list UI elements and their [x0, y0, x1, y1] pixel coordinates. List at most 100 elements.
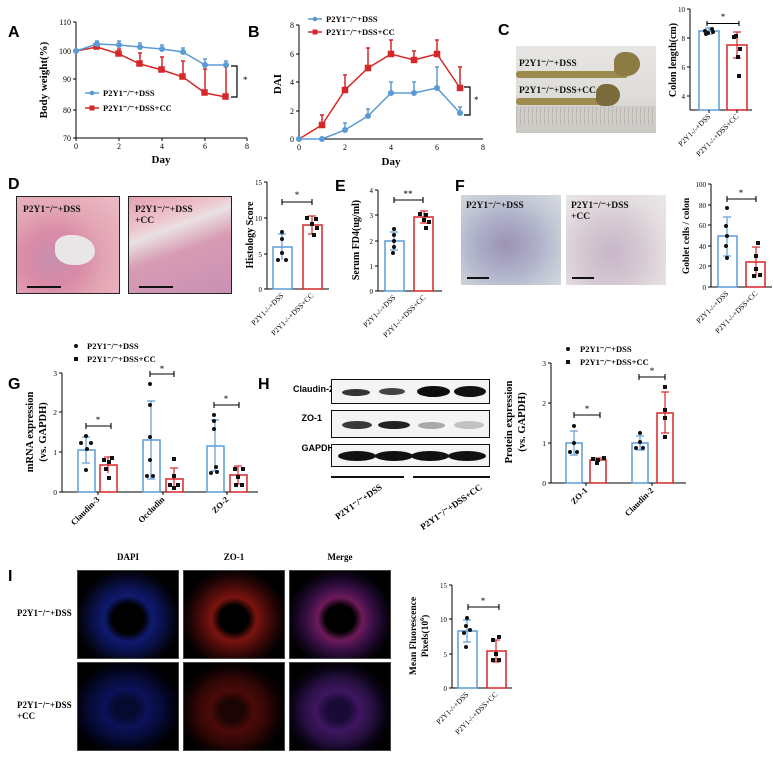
- fluor-col-head: DAPI: [117, 552, 139, 562]
- panel-letter-g: G: [8, 376, 21, 393]
- svg-text:4: 4: [160, 142, 164, 151]
- svg-text:1: 1: [542, 439, 546, 448]
- svg-text:P2Y1⁻/⁻+DSS+CC: P2Y1⁻/⁻+DSS+CC: [580, 357, 649, 367]
- chart-i-mean-fluorescence: 15 10 5 0 Mean Fluorescence Pixels(106) *…: [409, 582, 512, 736]
- goblet-photo-dss-cc: P2Y1⁻/⁻+DSS +CC: [566, 195, 666, 285]
- svg-text:P2Y1⁻/⁻+DSS: P2Y1⁻/⁻+DSS: [87, 341, 139, 351]
- svg-text:4: 4: [389, 143, 393, 152]
- svg-text:10: 10: [678, 6, 686, 14]
- significance-star: *: [481, 596, 486, 606]
- svg-text:2: 2: [117, 142, 121, 151]
- svg-text:0: 0: [290, 135, 294, 144]
- photo-label: P2Y1⁻/⁻+DSS: [23, 205, 81, 215]
- svg-text:20: 20: [699, 263, 707, 271]
- svg-text:8: 8: [245, 142, 249, 151]
- chart-g-legend: P2Y1⁻/⁻+DSS P2Y1⁻/⁻+DSS+CC: [74, 341, 156, 364]
- chart-b-legend: P2Y1⁻/⁻+DSS P2Y1⁻/⁻+DSS+CC: [308, 14, 395, 37]
- svg-text:1: 1: [370, 263, 374, 271]
- wb-strip-claudin-2: [331, 379, 490, 404]
- svg-text:6: 6: [203, 142, 207, 151]
- histology-photo-dss: P2Y1⁻/⁻+DSS: [16, 196, 120, 294]
- goblet-photo-dss: P2Y1⁻/⁻+DSS: [461, 195, 561, 285]
- significance-star: *: [585, 404, 590, 414]
- svg-text:4: 4: [290, 78, 294, 87]
- photo-label: P2Y1⁻/⁻+DSS: [519, 59, 577, 69]
- chart-a-axes: 110 100 90 80 70 0 2 4 6 8 Day Body weig…: [38, 18, 249, 166]
- svg-text:0: 0: [74, 142, 78, 151]
- fluor-row-label: P2Y1⁻/⁻+DSS +CC: [17, 700, 72, 722]
- photo-label: P2Y1⁻/⁻+DSS+CC: [135, 205, 193, 226]
- svg-text:P2Y1⁻/⁻+DSS: P2Y1⁻/⁻+DSS: [580, 344, 632, 354]
- fluor-row-label: P2Y1⁻/⁻+DSS: [17, 608, 72, 618]
- svg-text:2: 2: [542, 399, 546, 408]
- photo-label: P2Y1⁻/⁻+DSS+CC: [519, 86, 596, 96]
- y-axis-label: mRNA expression (vs. GAPDH): [25, 392, 49, 473]
- significance-star: *: [295, 190, 300, 200]
- significance-star: *: [721, 12, 726, 22]
- wb-row-label: GAPDH: [301, 443, 334, 453]
- wb-group-label: P2Y1⁻/⁻+DSS: [333, 482, 383, 522]
- chart-g-mrna-expression: P2Y1⁻/⁻+DSS P2Y1⁻/⁻+DSS+CC 3 2 1 0 mRNA …: [25, 341, 258, 527]
- significance-bracket: [726, 196, 757, 202]
- svg-text:3: 3: [542, 359, 546, 368]
- scale-bar: [572, 277, 594, 279]
- significance-bracket: [467, 604, 500, 610]
- svg-text:15: 15: [255, 179, 263, 187]
- legend-dss: P2Y1⁻/⁻+DSS: [103, 88, 155, 98]
- svg-text:100: 100: [696, 181, 707, 189]
- significance-bracket: [149, 371, 175, 377]
- svg-text:3: 3: [370, 212, 374, 220]
- scale-bar: [27, 286, 61, 288]
- series-dss: [72, 40, 230, 69]
- svg-text:80: 80: [699, 202, 707, 210]
- legend-dss: P2Y1⁻/⁻+DSS: [326, 14, 378, 24]
- panel-letter-f: F: [455, 178, 465, 195]
- significance-bracket: [706, 21, 740, 26]
- y-axis-label: Mean Fluorescence Pixels(106): [409, 597, 431, 675]
- svg-text:10: 10: [440, 616, 448, 624]
- y-axis-label: Goblet cells / colon: [682, 197, 692, 274]
- ruler: [516, 106, 656, 126]
- legend-dss-cc: P2Y1⁻/⁻+DSS+CC: [326, 27, 395, 37]
- significance-star: **: [404, 189, 414, 199]
- significance-star: *: [160, 364, 165, 374]
- photo-label: P2Y1⁻/⁻+DSS: [466, 201, 524, 211]
- fluor-image-zo1-dss-cc: [183, 662, 285, 751]
- svg-text:0: 0: [444, 685, 448, 693]
- svg-text:5: 5: [259, 251, 263, 259]
- significance-bracket: [393, 197, 424, 203]
- x-tick-label: Occludin: [136, 494, 167, 525]
- svg-text:0: 0: [542, 479, 546, 488]
- chart-e-serum-fd4: 4 3 2 1 0 Serum FD4(ug/ml) ** P2Y1-/-+DS…: [351, 187, 442, 339]
- panel-letter-d: D: [8, 176, 20, 193]
- significance-star: *: [96, 415, 101, 425]
- wb-group-label: P2Y1⁻/⁻+DSS+CC: [418, 482, 483, 532]
- significance-bracket: [573, 412, 601, 418]
- chart-f-goblet-cells: 100 80 60 40 20 0 Goblet cells / colon *…: [682, 181, 772, 335]
- x-tick-label: ZO-2: [210, 494, 231, 515]
- significance-bracket: [638, 374, 666, 380]
- fluor-col-head: Merge: [327, 552, 353, 562]
- x-tick-label: Claudin-2: [623, 485, 656, 518]
- panel-letter-a: A: [8, 24, 20, 41]
- svg-text:5: 5: [444, 651, 448, 659]
- chart-h-protein-expression: P2Y1⁻/⁻+DSS P2Y1⁻/⁻+DSS+CC 3 2 1 0 Prote…: [504, 344, 686, 518]
- photo-label: P2Y1⁻/⁻+DSS+CC: [571, 201, 629, 222]
- svg-text:0: 0: [297, 143, 301, 152]
- group-underline: [413, 476, 490, 478]
- fluor-image-dapi-dss: [77, 570, 179, 659]
- svg-text:P2Y1⁻/⁻+DSS+CC: P2Y1⁻/⁻+DSS+CC: [87, 354, 156, 364]
- significance-bracket: [213, 402, 240, 408]
- wb-row-label: ZO-1: [301, 413, 322, 423]
- significance-star: *: [243, 75, 248, 85]
- panel-letter-b: B: [248, 24, 260, 41]
- fluor-col-head: ZO-1: [223, 552, 245, 562]
- wb-row-label: Claudin-2: [292, 384, 334, 394]
- svg-text:40: 40: [699, 243, 707, 251]
- y-axis-label: DAI: [272, 74, 284, 94]
- svg-text:1: 1: [53, 448, 57, 457]
- svg-text:2: 2: [370, 238, 374, 246]
- chart-c-colon-length: 10 8 6 4 Colon length(cm) * P2Y1-/-+DSS …: [668, 6, 752, 158]
- wb-strip-gapdh: [331, 444, 490, 467]
- y-tick: 70: [63, 134, 71, 143]
